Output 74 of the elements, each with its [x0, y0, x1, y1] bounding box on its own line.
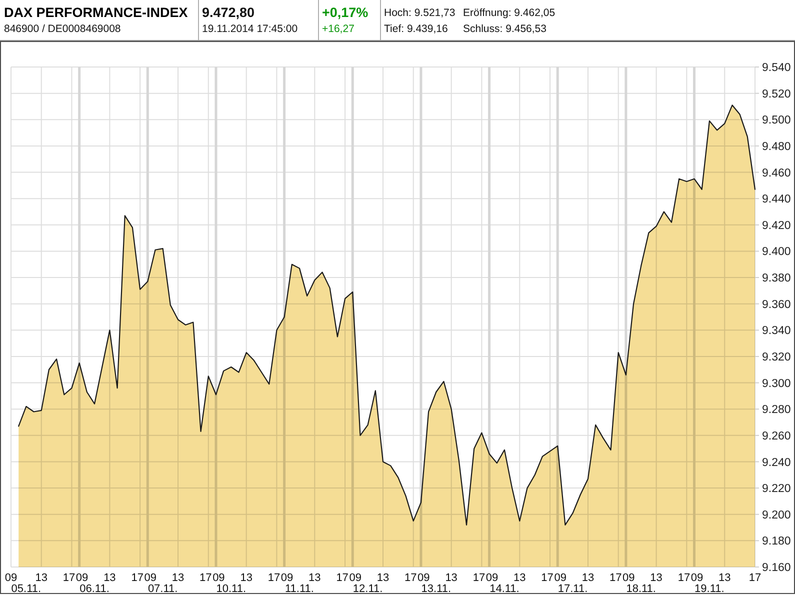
- x-tick-label: 17: [678, 572, 690, 584]
- y-tick-label: 9.180: [762, 536, 791, 548]
- chart-title: DAX PERFORMANCE-INDEX: [4, 5, 188, 20]
- x-tick-label: 11.11.: [285, 583, 314, 595]
- text: Hoch: 9.521,73: [384, 7, 456, 19]
- x-tick-label: 17: [610, 572, 622, 584]
- x-tick-label: 17: [131, 572, 144, 584]
- x-tick-label: 17: [748, 572, 762, 584]
- y-tick-label: 9.260: [762, 430, 791, 442]
- text: 9.472,80: [202, 5, 255, 20]
- x-tick-label: 13: [308, 572, 321, 584]
- y-tick-label: 9.540: [762, 62, 791, 74]
- x-tick-label: 13: [104, 572, 116, 584]
- y-tick-label: 9.360: [762, 298, 791, 311]
- x-tick-label: 14.11.: [490, 583, 520, 595]
- y-tick-label: 9.220: [762, 483, 791, 496]
- x-tick-label: 13: [240, 572, 252, 584]
- x-tick-label: 09: [144, 572, 156, 584]
- y-tick-label: 9.320: [762, 352, 791, 364]
- x-tick-label: 10.11.: [216, 583, 246, 595]
- y-tick-label: 9.500: [762, 114, 791, 127]
- x-tick-label: 09: [280, 572, 294, 584]
- y-tick-label: 9.520: [762, 88, 791, 100]
- x-tick-label: 09: [554, 572, 566, 584]
- x-tick-label: 09: [212, 572, 225, 584]
- y-tick-label: 9.420: [762, 220, 791, 232]
- x-tick-label: 13.11.: [421, 583, 452, 595]
- text: Tief: 9.439,16: [384, 23, 448, 35]
- x-tick-label: 13: [582, 572, 594, 584]
- y-tick-label: 9.240: [762, 456, 791, 469]
- x-tick-label: 17.11.: [558, 583, 588, 595]
- x-tick-label: 06.11.: [80, 583, 110, 595]
- y-tick-label: 9.280: [762, 404, 791, 416]
- text: +16,27: [322, 23, 355, 35]
- text: Eröffnung: 9.462,05: [463, 7, 556, 19]
- x-tick-label: 09: [76, 572, 88, 584]
- x-tick-label: 09: [4, 572, 18, 584]
- y-tick-label: 9.160: [762, 562, 791, 574]
- x-tick-label: 13: [172, 572, 184, 584]
- y-tick-label: 9.300: [762, 378, 791, 390]
- x-tick-label: 17: [336, 572, 348, 584]
- x-tick-label: 17: [268, 572, 280, 584]
- x-tick-label: 17: [62, 572, 76, 584]
- chart-subtitle: 846900 / DE0008469008: [4, 23, 121, 35]
- text: Schluss: 9.456,53: [463, 23, 547, 35]
- x-tick-label: 17: [200, 572, 212, 584]
- y-tick-label: 9.460: [762, 167, 791, 180]
- text: 19.11.2014 17:45:00: [202, 23, 298, 35]
- x-tick-label: 09: [486, 572, 498, 584]
- y-tick-label: 9.480: [762, 140, 791, 153]
- x-tick-label: 05.11.: [11, 583, 42, 595]
- x-tick-label: 17: [404, 572, 417, 584]
- x-tick-label: 13: [445, 572, 458, 584]
- x-tick-label: 13: [376, 572, 390, 584]
- x-tick-label: 09: [418, 572, 430, 584]
- x-tick-label: 13: [650, 572, 662, 584]
- y-tick-label: 9.340: [762, 325, 791, 338]
- x-tick-label: 18.11.: [626, 583, 656, 595]
- x-tick-label: 12.11.: [352, 583, 383, 595]
- x-tick-label: 13: [718, 572, 731, 584]
- x-tick-label: 17: [541, 572, 554, 584]
- x-tick-label: 09: [349, 572, 362, 584]
- x-tick-label: 13: [35, 572, 48, 584]
- y-tick-label: 9.380: [762, 272, 791, 285]
- x-tick-label: 13: [514, 572, 526, 584]
- y-tick-label: 9.200: [762, 509, 791, 522]
- y-tick-label: 9.400: [762, 246, 791, 258]
- x-tick-label: 09: [690, 572, 704, 584]
- x-tick-label: 07.11.: [148, 583, 178, 595]
- text: +0,17%: [322, 5, 368, 20]
- x-tick-label: 19.11.: [694, 583, 724, 595]
- x-tick-label: 09: [622, 572, 635, 584]
- y-tick-label: 9.440: [762, 194, 791, 206]
- x-tick-label: 17: [472, 572, 486, 584]
